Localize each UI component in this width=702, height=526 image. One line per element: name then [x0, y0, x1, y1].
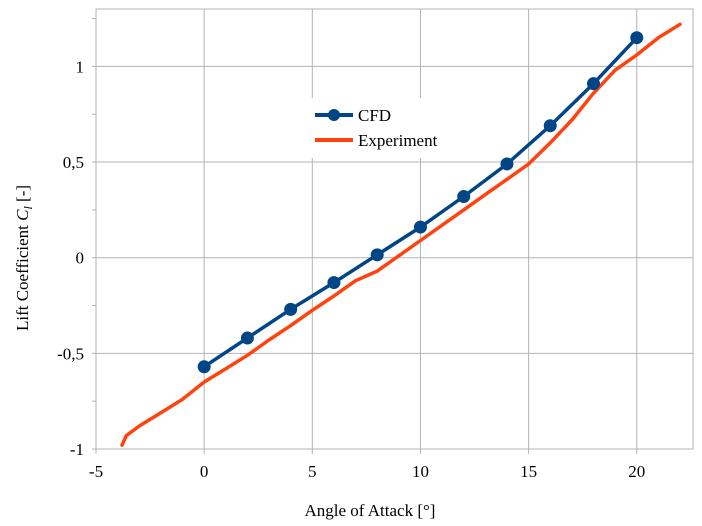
y-axis-title-symbol: C — [13, 209, 32, 221]
data-point-cfd — [413, 220, 427, 234]
legend: CFD Experiment — [308, 98, 458, 158]
y-axis-title: Lift Coefficient Cl [-] — [13, 185, 35, 331]
x-tick-label: 20 — [628, 462, 645, 481]
data-point-cfd — [500, 157, 514, 171]
y-axis-title-unit: [-] — [13, 185, 32, 206]
legend-background — [308, 98, 458, 158]
y-axis-title-subscript: l — [21, 206, 35, 210]
legend-label-cfd: CFD — [358, 106, 391, 125]
plot-frame — [95, 8, 694, 450]
legend-label-experiment: Experiment — [358, 131, 438, 150]
y-tick-label: 1 — [76, 57, 85, 76]
y-tick-label: 0,5 — [63, 153, 84, 172]
x-axis-title: Angle of Attack [°] — [305, 501, 436, 520]
data-point-cfd — [197, 360, 211, 374]
data-point-cfd — [240, 331, 254, 345]
x-tick-label: 5 — [308, 462, 317, 481]
legend-marker-cfd — [328, 109, 340, 121]
tick-labels: -5 0 5 10 15 20 -1 -0,5 0 0,5 1 — [57, 57, 645, 481]
x-tick-label: 0 — [200, 462, 209, 481]
series — [120, 22, 682, 447]
x-tick-label: -5 — [89, 462, 103, 481]
x-tick-label: 15 — [520, 462, 537, 481]
y-tick-label: -0,5 — [57, 344, 84, 363]
series-line-experiment — [120, 22, 682, 447]
data-point-cfd — [543, 119, 557, 133]
grid — [96, 9, 693, 449]
axes — [92, 8, 694, 454]
data-point-cfd — [284, 302, 298, 316]
data-point-cfd — [587, 77, 600, 91]
y-tick-label: -1 — [70, 440, 84, 459]
data-point-cfd — [327, 276, 341, 290]
y-tick-label: 0 — [76, 249, 85, 268]
data-point-cfd — [370, 248, 384, 262]
data-point-cfd — [630, 31, 644, 45]
y-axis-title-main: Lift Coefficient — [13, 221, 32, 331]
data-point-cfd — [457, 189, 471, 203]
x-tick-label: 10 — [412, 462, 429, 481]
